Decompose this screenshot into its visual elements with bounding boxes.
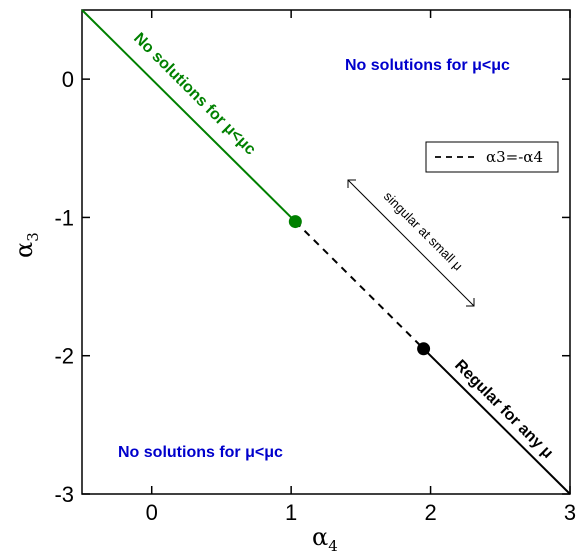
annotation-singular: singular at small μ (381, 189, 466, 274)
series-group (81, 9, 571, 495)
y-tick-label: -1 (54, 205, 74, 230)
x-axis-label-main: α (312, 523, 328, 551)
plot-frame (81, 9, 571, 495)
y-axis-label: α3 (10, 232, 42, 258)
series-line (294, 220, 425, 350)
x-tick-label: 1 (285, 500, 297, 525)
annotation-bottom-left: No solutions for μ<μc (118, 444, 283, 461)
x-tick-label: 0 (146, 500, 158, 525)
y-tick-label: -3 (54, 482, 74, 507)
data-point (417, 342, 431, 356)
x-axis-label: α4 (312, 523, 338, 555)
legend-label: α3=-α4 (486, 148, 543, 166)
annotation-regular: Regular for any μ (451, 357, 556, 462)
y-axis-label-sub: 3 (24, 232, 42, 242)
y-axis-label-main: α (10, 242, 38, 258)
annotation-top-right: No solutions for μ<μc (345, 57, 510, 74)
x-tick-label: 3 (564, 500, 576, 525)
points-group (288, 215, 431, 356)
series-line (422, 348, 571, 495)
x-tick-label: 2 (424, 500, 436, 525)
y-tick-label: 0 (62, 67, 74, 92)
series-line (81, 9, 297, 223)
singular-arrow (347, 179, 475, 307)
data-point (288, 215, 302, 229)
x-axis-label-sub: 4 (328, 537, 338, 555)
legend: α3=-α4 (425, 141, 559, 173)
annotation-green-line: No solutions for μ<μc (130, 30, 259, 159)
y-tick-label: -2 (54, 344, 74, 369)
